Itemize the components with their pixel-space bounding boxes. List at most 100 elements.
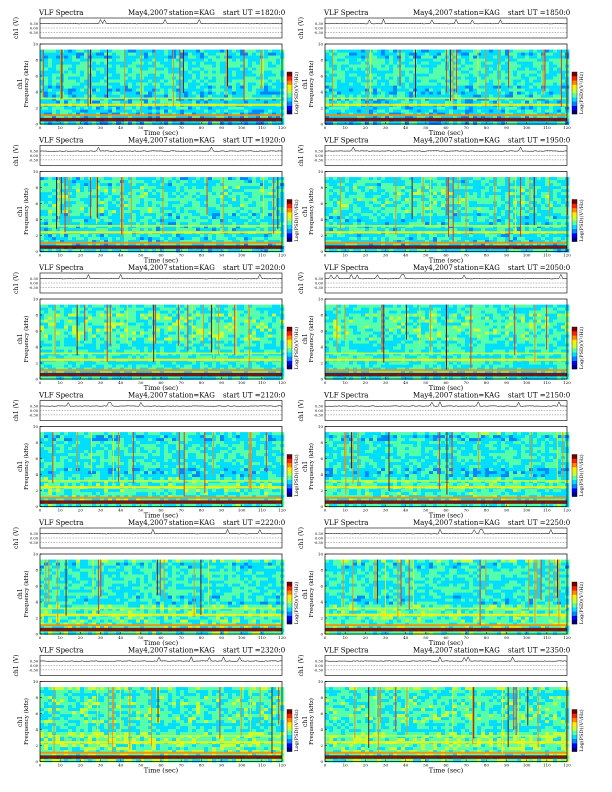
spectrogram-cell	[465, 52, 470, 56]
spectrogram-cell	[100, 219, 105, 223]
spectrogram-cell	[48, 58, 53, 62]
spectrogram-cell	[228, 115, 233, 119]
spectrogram-cell	[441, 177, 446, 181]
spectrogram-cell	[132, 64, 137, 68]
spectrogram-cell	[525, 58, 530, 62]
spectrogram-cell	[136, 195, 141, 199]
spectrogram-cell	[557, 91, 562, 95]
spectrogram-cell	[349, 61, 354, 65]
spectrogram-cell	[72, 97, 77, 101]
spectrogram-cell	[417, 82, 422, 86]
sferic-line	[399, 49, 401, 87]
spectrogram-cell	[497, 121, 502, 125]
spectrogram-cell	[208, 177, 213, 181]
spectrogram-cell	[192, 243, 197, 247]
spectrogram-cell	[216, 91, 221, 95]
spectrogram-cell	[168, 58, 173, 62]
spectrogram-cell	[469, 52, 474, 56]
spectrogram-cell	[377, 177, 382, 181]
spectrogram-cell	[76, 115, 81, 119]
spectrogram-cell	[140, 192, 145, 196]
spectrogram-cell	[272, 213, 277, 217]
spectrogram-cell	[232, 97, 237, 101]
spectrogram-cell	[196, 177, 201, 181]
sferic-line	[445, 49, 447, 93]
spectrogram-cell	[232, 55, 237, 59]
spectrogram-cell	[156, 58, 161, 62]
panel-date: May4,2007	[413, 9, 453, 17]
spectrogram-cell	[349, 115, 354, 119]
spectrogram-cell	[236, 70, 241, 74]
spectrogram-cell	[176, 64, 181, 68]
spectrogram-cell	[76, 219, 81, 223]
spectrogram-cell	[240, 186, 245, 190]
spectrogram-cell	[409, 109, 414, 113]
spectrogram-cell	[437, 79, 442, 83]
spectrogram-cell	[561, 85, 566, 89]
spectrogram-cell	[120, 198, 125, 202]
colorbar-label: Log(PSD)(V²/Hz)	[578, 72, 585, 114]
panel-title: VLF Spectra	[38, 137, 83, 145]
spectrogram-cell	[445, 61, 450, 65]
spectrogram-cell	[248, 186, 253, 190]
spectrogram-cell	[497, 82, 502, 86]
x-tick-label: 70	[464, 125, 470, 130]
spectrogram-cell	[413, 100, 418, 104]
spectrogram-cell	[160, 79, 165, 83]
spectrogram-cell	[128, 64, 133, 68]
spectrogram-cell	[168, 61, 173, 65]
spectrogram-cell	[164, 189, 169, 193]
spectrogram-cell	[489, 115, 494, 119]
spectrogram-cell	[256, 180, 261, 184]
spectrogram-cell	[184, 192, 189, 196]
spectrogram-cell	[172, 55, 177, 59]
spectrogram-cell	[144, 100, 149, 104]
spectrogram-cell	[441, 70, 446, 74]
spectrogram-cell	[48, 100, 53, 104]
spectrogram-cell	[272, 216, 277, 220]
spectrogram-cell	[469, 85, 474, 89]
spectrogram-cell	[64, 204, 69, 208]
spectrogram-cell	[80, 204, 85, 208]
spectrogram-cell	[353, 55, 358, 59]
spectrogram-cell	[405, 73, 410, 77]
spectrogram-cell	[529, 109, 534, 113]
spectrogram-cell	[48, 79, 53, 83]
spectrogram-cell	[196, 183, 201, 187]
spectrogram-cell	[40, 210, 45, 214]
spectrogram-cell	[124, 201, 129, 205]
spectrogram-cell	[276, 61, 281, 65]
spectrogram-cell	[160, 58, 165, 62]
spectrogram-cell	[437, 64, 442, 68]
spectrogram-cell	[96, 207, 101, 211]
spectrogram-cell	[84, 52, 89, 56]
spectrogram-cell	[248, 79, 253, 83]
spectrogram-cell	[124, 204, 129, 208]
spectrogram-cell	[220, 121, 225, 125]
spectrogram-cell	[212, 213, 217, 217]
spectrogram-cell	[104, 55, 109, 59]
spectrogram-cell	[64, 49, 69, 53]
panel-date: May4,2007	[128, 9, 168, 17]
spectrogram-cell	[160, 109, 165, 113]
spectrogram-cell	[553, 94, 558, 98]
spectrogram-cell	[84, 198, 89, 202]
spectrogram-cell	[188, 79, 193, 83]
spectrogram-cell	[437, 121, 442, 125]
spectrogram-cell	[517, 55, 522, 59]
spectrogram-cell	[232, 121, 237, 125]
spectrogram-cell	[152, 76, 157, 80]
spectrogram-cell	[40, 225, 45, 229]
spectrogram-cell	[525, 64, 530, 68]
spectrogram-cell	[409, 73, 414, 77]
spectrogram-cell	[401, 85, 406, 89]
spectrogram-cell	[401, 67, 406, 71]
spectrogram-cell	[108, 91, 113, 95]
spectrogram-cell	[92, 52, 97, 56]
spectrogram-band	[40, 231, 282, 234]
spectrogram-cell	[172, 201, 177, 205]
spectrogram-cell	[184, 183, 189, 187]
spectrogram-cell	[176, 106, 181, 110]
spectrogram-cell	[473, 61, 478, 65]
spectrogram-cell	[104, 198, 109, 202]
